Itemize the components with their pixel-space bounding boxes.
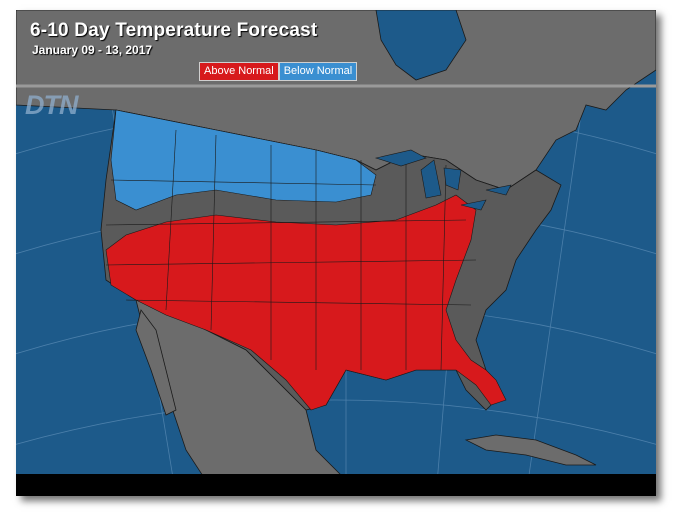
- below-normal-region: [110, 109, 377, 211]
- map-title: 6-10 Day Temperature Forecast: [30, 20, 318, 41]
- cuba: [464, 434, 597, 466]
- map-subtitle: January 09 - 13, 2017: [32, 43, 153, 57]
- hudson-bay: [375, 10, 467, 81]
- legend: Above Normal Below Normal: [199, 62, 358, 81]
- dtn-watermark: DTN: [25, 90, 78, 120]
- legend-above-normal: Above Normal: [200, 63, 278, 80]
- bottom-bar: [16, 474, 656, 496]
- forecast-map-panel: DTN 6-10 Day Temperature Forecast Januar…: [16, 10, 656, 496]
- state-borders: [105, 129, 477, 371]
- great-lakes: [374, 149, 512, 211]
- forecast-map: [16, 10, 656, 496]
- legend-below-normal: Below Normal: [279, 63, 357, 80]
- baja-peninsula: [135, 309, 177, 416]
